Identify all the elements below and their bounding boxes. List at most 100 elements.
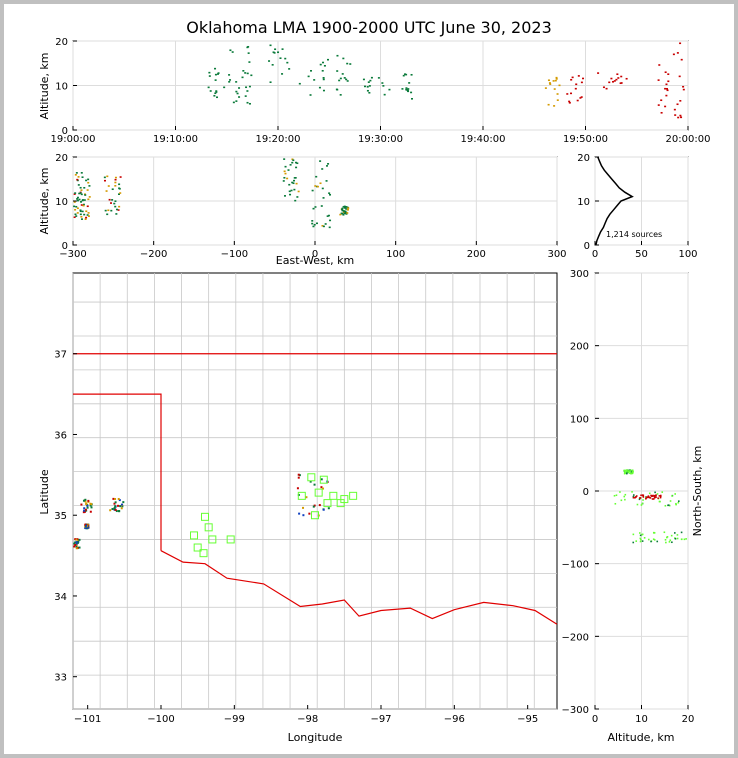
ns-height-source-point	[648, 496, 650, 499]
ns-height-source-point	[669, 500, 672, 502]
time-height-source-point	[570, 92, 573, 95]
time-height-source-point	[660, 99, 663, 102]
ns-height-ytick-label: 100	[570, 414, 589, 425]
ew-height-source-point	[345, 211, 348, 214]
time-height-source-point	[319, 63, 322, 66]
plan-view-source-point	[322, 508, 325, 511]
time-height-source-point	[664, 71, 667, 74]
ns-height-source-point	[655, 496, 657, 498]
time-height-source-point	[207, 86, 210, 89]
ew-height-source-point	[319, 182, 322, 185]
time-height-source-point	[241, 76, 244, 79]
ew-height-source-point	[79, 192, 82, 194]
plan-view-source-point	[89, 504, 92, 507]
time-height-source-point	[322, 77, 325, 79]
ew-height-source-point	[321, 224, 324, 227]
time-height-source-point	[228, 74, 231, 76]
plan-view-source-point	[312, 505, 315, 508]
time-height-source-point	[321, 69, 324, 72]
ew-height-source-point	[293, 177, 296, 179]
time-height-source-point	[580, 81, 583, 84]
ew-height-source-point	[295, 161, 298, 164]
plan-view-xtick-label: −101	[74, 714, 101, 725]
time-height-source-point	[608, 81, 611, 84]
ew-height-source-point	[289, 164, 292, 166]
plan-view-source-point	[297, 493, 300, 496]
time-height-source-point	[406, 89, 409, 92]
ns-height-source-point	[615, 494, 618, 497]
time-height-source-point	[213, 94, 216, 97]
ew-height-source-point	[86, 189, 89, 191]
ns-height-ytick-label: 0	[583, 487, 589, 498]
time-height-source-point	[605, 87, 608, 90]
time-height-source-point	[247, 45, 250, 48]
time-height-source-point	[370, 76, 373, 79]
time-height-source-point	[223, 86, 226, 89]
ew-height-source-point	[81, 176, 84, 179]
plan-view-source-point	[114, 501, 117, 504]
ew-height-source-point	[296, 162, 299, 165]
ew-height-source-point	[114, 185, 117, 187]
plan-view-source-point	[117, 497, 120, 500]
ew-height-source-point	[321, 187, 324, 190]
time-height-source-point	[244, 95, 247, 97]
time-height-xtick-label: 19:40:00	[461, 134, 506, 145]
ns-height-ylabel: North-South, km	[691, 446, 704, 537]
time-height-source-point	[612, 80, 615, 83]
ew-height-source-point	[110, 209, 113, 212]
time-height-source-point	[665, 83, 668, 86]
ew-height-source-point	[316, 185, 319, 188]
plan-view-source-point	[74, 543, 77, 546]
time-height-source-point	[214, 79, 217, 81]
time-height-source-point	[577, 75, 580, 77]
ew-height-source-point	[283, 170, 286, 173]
ns-height-source-point	[653, 532, 656, 534]
time-height-source-point	[248, 85, 251, 88]
ew-height-source-point	[291, 161, 294, 164]
ns-height-source-point	[643, 537, 646, 539]
ns-height-source-point	[659, 494, 662, 497]
plan-view-source-point	[85, 502, 88, 505]
time-height-source-point	[404, 73, 407, 75]
ew-height-xlabel: East-West, km	[276, 254, 354, 267]
ew-height-source-point	[103, 176, 106, 179]
ns-height-source-point	[620, 499, 623, 502]
time-height-source-point	[366, 89, 369, 92]
time-height-source-point	[269, 44, 272, 47]
ew-height-source-point	[314, 206, 317, 208]
time-height-source-point	[407, 88, 410, 90]
time-height-source-point	[682, 88, 685, 91]
time-height-source-point	[547, 79, 550, 82]
ns-height-source-point	[674, 537, 677, 540]
time-height-source-point	[407, 90, 410, 93]
plan-view-source-point	[73, 545, 76, 548]
ew-height-xtick-label: −200	[140, 249, 167, 260]
ns-height-source-point	[626, 471, 629, 474]
time-height-source-point	[271, 64, 274, 66]
ew-height-source-point	[342, 211, 345, 214]
ew-height-source-point	[75, 172, 78, 174]
time-height-source-point	[664, 87, 667, 90]
plan-view-source-point	[296, 487, 299, 490]
ns-height-source-point	[645, 497, 647, 500]
ns-height-source-point	[663, 531, 666, 534]
ew-height-source-point	[328, 192, 331, 194]
ew-height-source-point	[282, 180, 285, 182]
time-height-xtick-label: 19:30:00	[358, 134, 403, 145]
time-height-source-point	[286, 61, 289, 64]
plan-view-flash-marker	[190, 531, 198, 540]
plan-view-source-point	[117, 504, 120, 507]
time-height-source-point	[209, 90, 212, 92]
ew-height-source-point	[75, 205, 78, 208]
ns-height-source-point	[655, 494, 657, 496]
plan-view-xtick-label: −95	[517, 714, 538, 725]
ns-height-source-point	[652, 531, 655, 534]
ew-height-source-point	[76, 178, 79, 181]
ns-height-source-point	[638, 498, 641, 501]
time-height-source-point	[268, 60, 271, 62]
time-height-source-point	[346, 80, 349, 82]
time-height-xtick-label: 19:50:00	[563, 134, 608, 145]
ns-height-source-point	[632, 495, 635, 498]
time-height-source-point	[339, 77, 342, 80]
ns-height-source-point	[635, 496, 637, 498]
